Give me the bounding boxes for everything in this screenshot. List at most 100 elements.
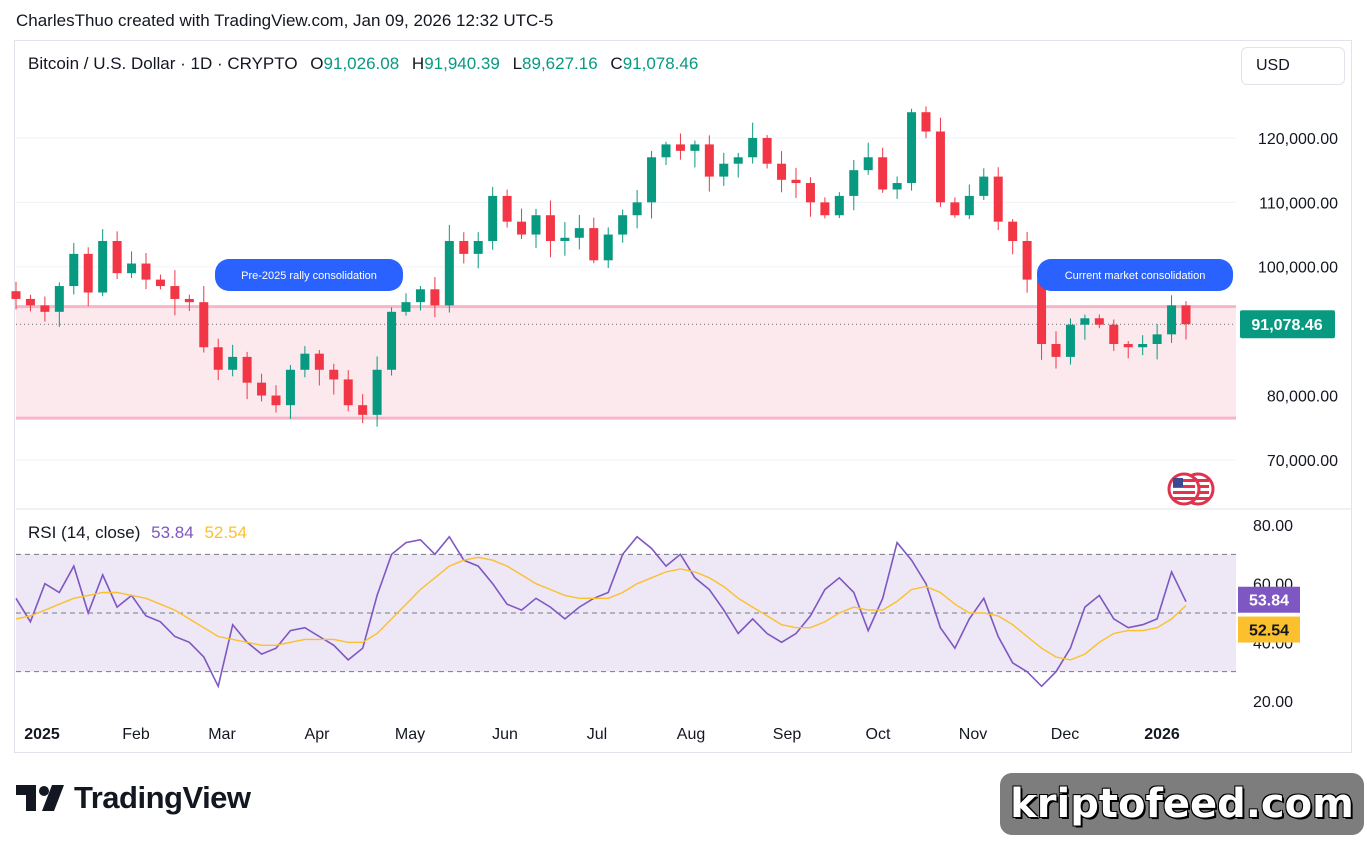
candle-body — [127, 263, 137, 274]
candle — [603, 227, 613, 268]
annotation-bubble — [1037, 259, 1233, 291]
candle-body — [83, 253, 93, 293]
candle — [285, 365, 295, 419]
candle — [805, 177, 815, 217]
candle-body — [791, 179, 801, 184]
candle — [69, 242, 79, 295]
rsi-axis-label: 80.00 — [1253, 518, 1293, 535]
candle — [1008, 218, 1018, 255]
candle — [329, 363, 339, 395]
currency-button[interactable]: USD — [1241, 47, 1345, 85]
tradingview-logo[interactable]: TradingView — [16, 780, 251, 816]
candle-body — [1022, 240, 1032, 280]
candle — [387, 307, 397, 376]
candle-body — [748, 137, 758, 158]
rsi-value-tag: 53.84 — [1238, 586, 1300, 613]
candle — [545, 200, 555, 258]
candle-body — [618, 215, 628, 235]
candle — [54, 282, 64, 327]
candle-body — [358, 405, 368, 415]
candle — [993, 167, 1003, 231]
candle-body — [329, 369, 339, 380]
high-value: 91,940.39 — [424, 54, 500, 73]
candle-body — [213, 347, 223, 370]
high-label: H — [411, 54, 425, 73]
candle-body — [647, 157, 657, 203]
time-axis-label: Nov — [959, 726, 987, 743]
candle-body — [1037, 279, 1047, 345]
candle-body — [430, 289, 440, 306]
annotation-bubble — [215, 259, 403, 291]
candle-body — [733, 157, 743, 164]
candle — [791, 167, 801, 198]
candle-body — [545, 215, 555, 241]
candle-body — [820, 202, 830, 216]
candle-body — [459, 240, 469, 254]
candle — [733, 152, 743, 178]
low-label: L — [512, 54, 523, 73]
watermark: kriptofeed.com — [1000, 773, 1364, 835]
candle-body — [184, 298, 194, 303]
candle-body — [1065, 324, 1075, 357]
candle — [1138, 335, 1148, 356]
time-axis-label: Oct — [866, 726, 891, 743]
flag-canton — [1173, 478, 1183, 487]
candle-body — [1109, 324, 1119, 345]
last-price-tag-bg — [1240, 310, 1335, 339]
annotation-callout[interactable]: Current market consolidation — [1037, 259, 1233, 291]
candle-body — [271, 395, 281, 406]
annotation-label: Current market consolidation — [1065, 270, 1206, 282]
candle — [935, 117, 945, 207]
us-flag-icon[interactable] — [1167, 472, 1201, 506]
candle — [372, 356, 382, 427]
candle — [647, 150, 657, 219]
support-zone — [16, 306, 1236, 419]
candle-body — [473, 240, 483, 254]
candle — [878, 147, 888, 193]
rsi-value: 53.84 — [151, 523, 194, 542]
rsi-title: RSI (14, close) — [28, 523, 141, 542]
candle-body — [993, 176, 1003, 222]
candle — [1065, 318, 1075, 365]
candle-body — [690, 144, 700, 151]
last-price-tag: 91,078.46 — [1240, 310, 1335, 339]
rsi-legend: RSI (14, close) 53.84 52.54 — [28, 523, 247, 543]
candle — [40, 296, 50, 322]
candle — [98, 229, 108, 297]
candle-body — [589, 228, 599, 261]
candle-body — [343, 379, 353, 406]
candle — [661, 141, 671, 165]
candle-body — [98, 240, 108, 293]
candle-body — [1152, 334, 1162, 345]
candle — [1109, 319, 1119, 351]
rsi-ma-tag-bg — [1238, 616, 1300, 643]
time-axis-label: Sep — [773, 726, 802, 743]
annotation-callout[interactable]: Pre-2025 rally consolidation — [215, 259, 403, 291]
time-axis-label: Feb — [122, 726, 150, 743]
candle — [488, 186, 498, 250]
candle-body — [531, 215, 541, 235]
candle-body — [285, 369, 295, 406]
candle — [704, 135, 714, 192]
open-value: 91,026.08 — [323, 54, 400, 73]
candle — [618, 209, 628, 243]
candle-body — [199, 302, 209, 348]
candle — [834, 192, 844, 219]
candle — [199, 286, 209, 353]
candle-body — [372, 369, 382, 415]
candle — [921, 106, 931, 139]
candle-body — [603, 234, 613, 261]
price-axis-label: 80,000.00 — [1267, 389, 1338, 406]
price-axis-label: 110,000.00 — [1259, 195, 1338, 212]
rsi-value-tag-bg — [1238, 586, 1300, 613]
candle-body — [242, 356, 252, 383]
close-value: 91,078.46 — [622, 54, 699, 73]
rsi-band — [16, 554, 1236, 672]
candle-body — [863, 157, 873, 171]
candle-body — [155, 279, 165, 287]
candle — [1123, 341, 1133, 359]
candle — [762, 135, 772, 169]
candle-body — [1094, 318, 1104, 325]
candle — [531, 208, 541, 248]
